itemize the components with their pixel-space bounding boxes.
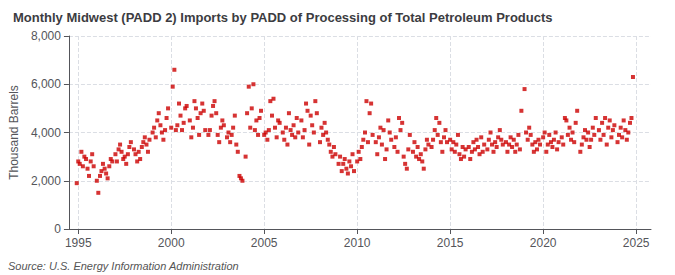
svg-text:2015: 2015 — [437, 236, 464, 250]
svg-text:2025: 2025 — [623, 236, 650, 250]
svg-text:6,000: 6,000 — [31, 77, 61, 91]
svg-text:4,000: 4,000 — [31, 126, 61, 140]
svg-text:Thousand Barrels: Thousand Barrels — [7, 85, 21, 180]
svg-text:1995: 1995 — [65, 236, 92, 250]
svg-text:2,000: 2,000 — [31, 174, 61, 188]
svg-text:2000: 2000 — [158, 236, 185, 250]
svg-text:0: 0 — [54, 222, 61, 236]
svg-text:2005: 2005 — [251, 236, 278, 250]
svg-text:2010: 2010 — [344, 236, 371, 250]
svg-text:8,000: 8,000 — [31, 29, 61, 43]
svg-text:Source: U.S. Energy Informatio: Source: U.S. Energy Information Administ… — [8, 260, 239, 272]
svg-text:Monthly Midwest (PADD 2) Impor: Monthly Midwest (PADD 2) Imports by PADD… — [13, 10, 553, 25]
svg-text:2020: 2020 — [530, 236, 557, 250]
